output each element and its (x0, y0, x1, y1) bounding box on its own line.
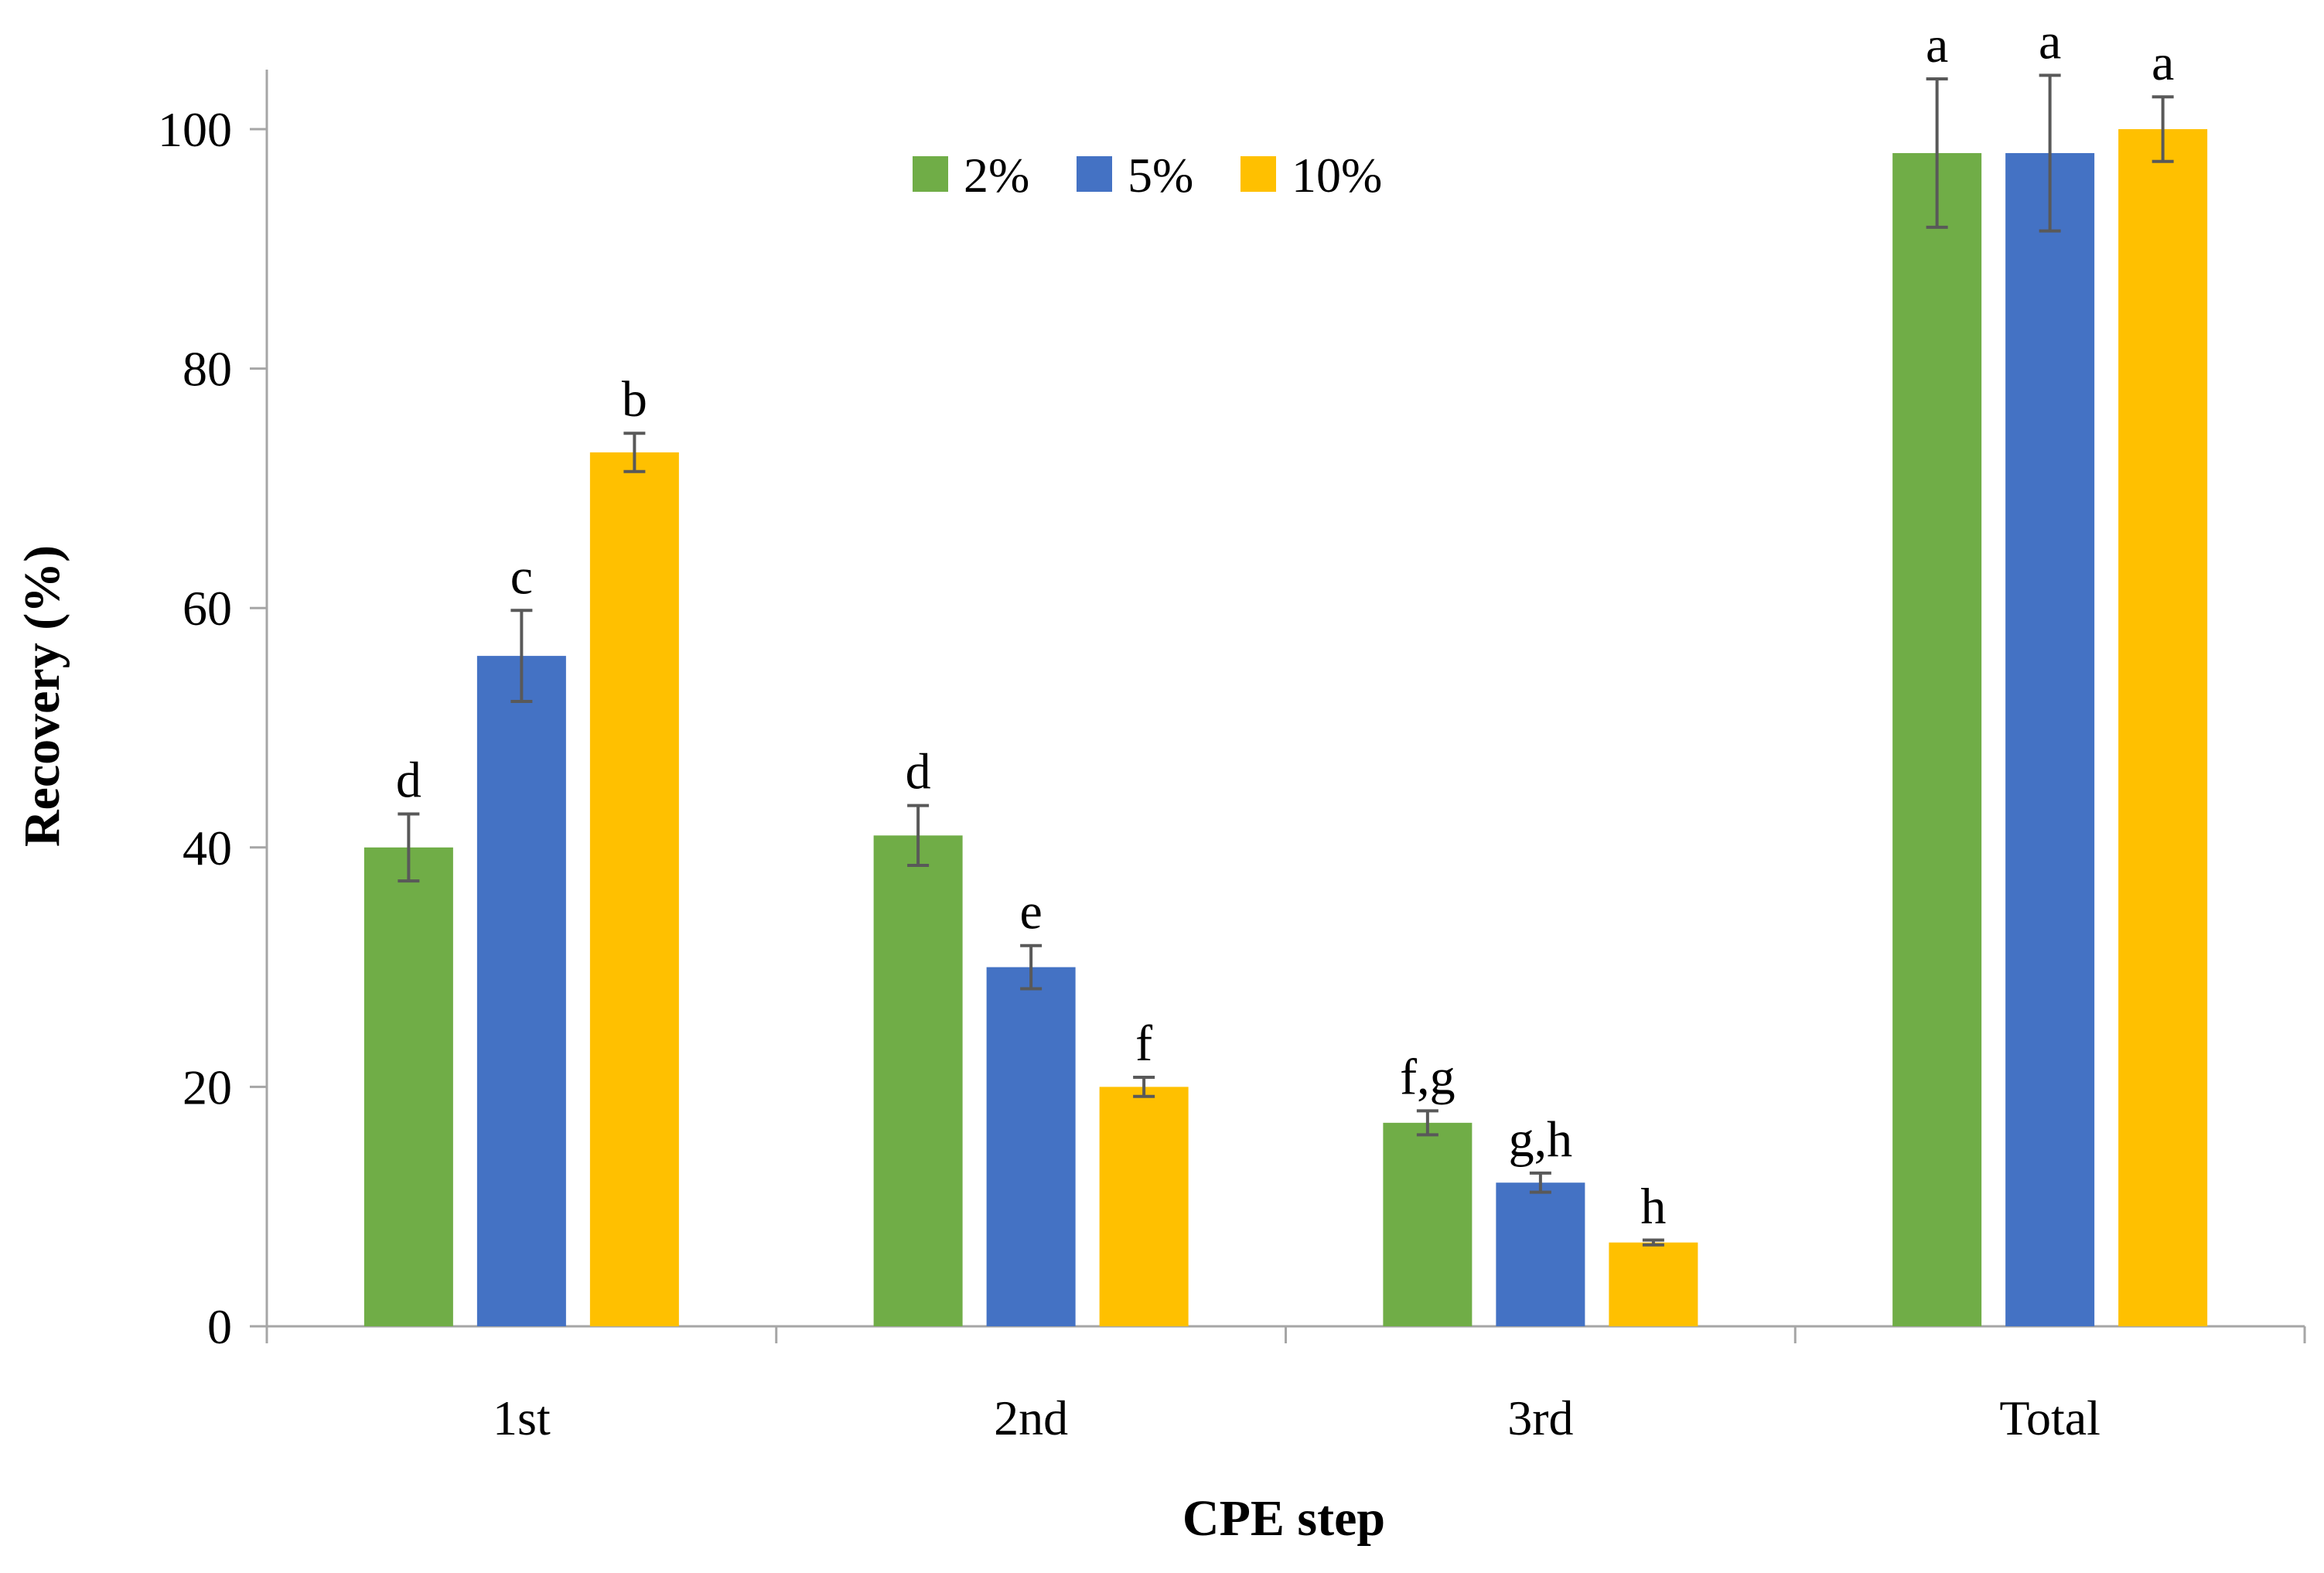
bar (2005, 152, 2095, 1327)
bar (1099, 1087, 1189, 1326)
y-tick-label: 80 (183, 342, 232, 397)
bar (1383, 1122, 1473, 1326)
significance-labels: d d f,g a c e g,h a b f h a (396, 13, 2174, 1234)
bars (363, 129, 2208, 1327)
y-tick-label: 40 (183, 821, 232, 875)
x-axis-title: CPE step (1182, 1490, 1385, 1547)
significance-label: f,g (1400, 1049, 1455, 1105)
legend: 2% 5% 10% (913, 148, 1382, 203)
bar (1496, 1182, 1585, 1326)
legend-label: 5% (1128, 148, 1193, 203)
significance-label: c (510, 548, 533, 605)
bar (363, 847, 453, 1326)
significance-label: a (2039, 13, 2061, 70)
legend-label: 10% (1292, 148, 1382, 203)
legend-swatch (913, 156, 948, 192)
y-tick-label: 60 (183, 581, 232, 636)
significance-label: a (1926, 17, 1948, 73)
error-bars (398, 73, 2174, 1247)
significance-label: f (1135, 1015, 1152, 1072)
legend-swatch (1077, 156, 1112, 192)
y-tick-label: 100 (158, 102, 232, 157)
significance-label: a (2152, 35, 2174, 91)
bar (873, 835, 963, 1326)
legend-label: 2% (964, 148, 1029, 203)
significance-label: b (622, 371, 647, 428)
bar (1892, 152, 1982, 1327)
x-tick-label: 1st (493, 1390, 551, 1445)
significance-label: e (1019, 884, 1042, 940)
bar (476, 656, 566, 1326)
axes: 0 20 40 60 80 100 1st 2nd 3rd Total (158, 70, 2306, 1445)
y-tick-label: 20 (183, 1059, 232, 1114)
significance-label: h (1640, 1179, 1666, 1235)
y-tick-label: 0 (207, 1299, 232, 1354)
significance-label: d (906, 744, 931, 800)
legend-swatch (1240, 156, 1276, 192)
bar (1609, 1242, 1698, 1326)
y-axis-title: Recovery (%) (14, 545, 70, 847)
x-tick-label: 2nd (994, 1390, 1068, 1445)
bar (589, 452, 679, 1327)
significance-label: d (396, 752, 421, 808)
bar (986, 967, 1076, 1326)
significance-label: g,h (1509, 1111, 1573, 1168)
x-tick-label: 3rd (1507, 1390, 1573, 1445)
bar (2118, 129, 2208, 1326)
x-tick-label: Total (1999, 1390, 2100, 1445)
